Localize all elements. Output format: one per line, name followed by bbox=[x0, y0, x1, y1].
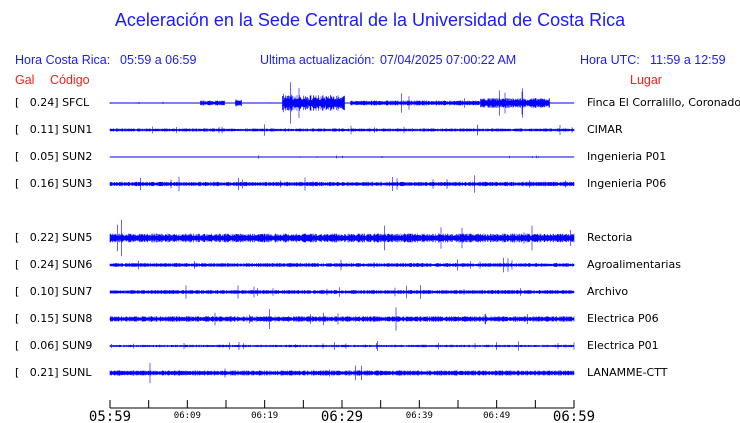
utc-range: 11:59 a 12:59 bbox=[650, 53, 726, 67]
gal-value: [ 0.21] bbox=[15, 366, 63, 379]
station-code: SUNL bbox=[62, 366, 92, 379]
gal-value: [ 0.05] bbox=[15, 150, 63, 163]
station-label: [ 0.06] SUN9 bbox=[15, 339, 92, 352]
station-code: SUN7 bbox=[62, 285, 93, 298]
gal-value: [ 0.24] bbox=[15, 96, 63, 109]
station-code: SUN9 bbox=[62, 339, 93, 352]
gal-value: [ 0.22] bbox=[15, 231, 63, 244]
station-place: Finca El Corralillo, Coronado bbox=[587, 96, 740, 109]
station-place: Ingenieria P06 bbox=[587, 177, 667, 190]
station-label: [ 0.24] SUN6 bbox=[15, 258, 92, 271]
station-code: SUN6 bbox=[62, 258, 93, 271]
station-label: [ 0.05] SUN2 bbox=[15, 150, 92, 163]
axis-tick-label: 06:09 bbox=[174, 411, 201, 421]
axis-tick-label: 06:49 bbox=[483, 411, 510, 421]
axis-tick-label: 06:39 bbox=[406, 411, 433, 421]
place-column-header: Lugar bbox=[630, 73, 662, 87]
station-place: Electrica P01 bbox=[587, 339, 659, 352]
gal-value: [ 0.16] bbox=[15, 177, 63, 190]
axis-tick-label: 05:59 bbox=[89, 409, 131, 423]
station-label: [ 0.15] SUN8 bbox=[15, 312, 92, 325]
utc-label: Hora UTC: bbox=[580, 53, 640, 67]
station-place: Electrica P06 bbox=[587, 312, 659, 325]
station-place: LANAMME-CTT bbox=[587, 366, 668, 379]
gal-value: [ 0.10] bbox=[15, 285, 63, 298]
station-label: [ 0.21] SUNL bbox=[15, 366, 91, 379]
local-time-label: Hora Costa Rica: bbox=[15, 53, 111, 67]
station-label: [ 0.24] SFCL bbox=[15, 96, 89, 109]
axis-tick-label: 06:59 bbox=[553, 409, 595, 423]
station-code: SUN2 bbox=[62, 150, 93, 163]
gal-value: [ 0.11] bbox=[15, 123, 63, 136]
station-code: SUN1 bbox=[62, 123, 93, 136]
update-label: Ultima actualización: bbox=[260, 53, 375, 67]
update-value: 07/04/2025 07:00:22 AM bbox=[380, 53, 517, 67]
axis-tick-label: 06:19 bbox=[251, 411, 278, 421]
station-label: [ 0.16] SUN3 bbox=[15, 177, 92, 190]
station-code: SUN5 bbox=[62, 231, 93, 244]
gal-value: [ 0.15] bbox=[15, 312, 63, 325]
code-column-header: Código bbox=[50, 73, 90, 87]
page-title: Aceleración en la Sede Central de la Uni… bbox=[114, 10, 626, 30]
station-code: SUN3 bbox=[62, 177, 93, 190]
station-place: Ingenieria P01 bbox=[587, 150, 667, 163]
local-time-range: 05:59 a 06:59 bbox=[120, 53, 197, 67]
station-code: SFCL bbox=[62, 96, 90, 109]
gal-column-header: Gal bbox=[15, 73, 35, 87]
station-label: [ 0.22] SUN5 bbox=[15, 231, 92, 244]
station-code: SUN8 bbox=[62, 312, 93, 325]
station-label: [ 0.11] SUN1 bbox=[15, 123, 92, 136]
axis-tick-label: 06:29 bbox=[321, 409, 363, 423]
gal-value: [ 0.06] bbox=[15, 339, 63, 352]
gal-value: [ 0.24] bbox=[15, 258, 63, 271]
station-label: [ 0.10] SUN7 bbox=[15, 285, 92, 298]
station-place: Agroalimentarias bbox=[587, 258, 681, 271]
station-place: Archivo bbox=[587, 285, 629, 298]
station-place: Rectoria bbox=[587, 231, 633, 244]
station-place: CIMAR bbox=[587, 123, 623, 136]
